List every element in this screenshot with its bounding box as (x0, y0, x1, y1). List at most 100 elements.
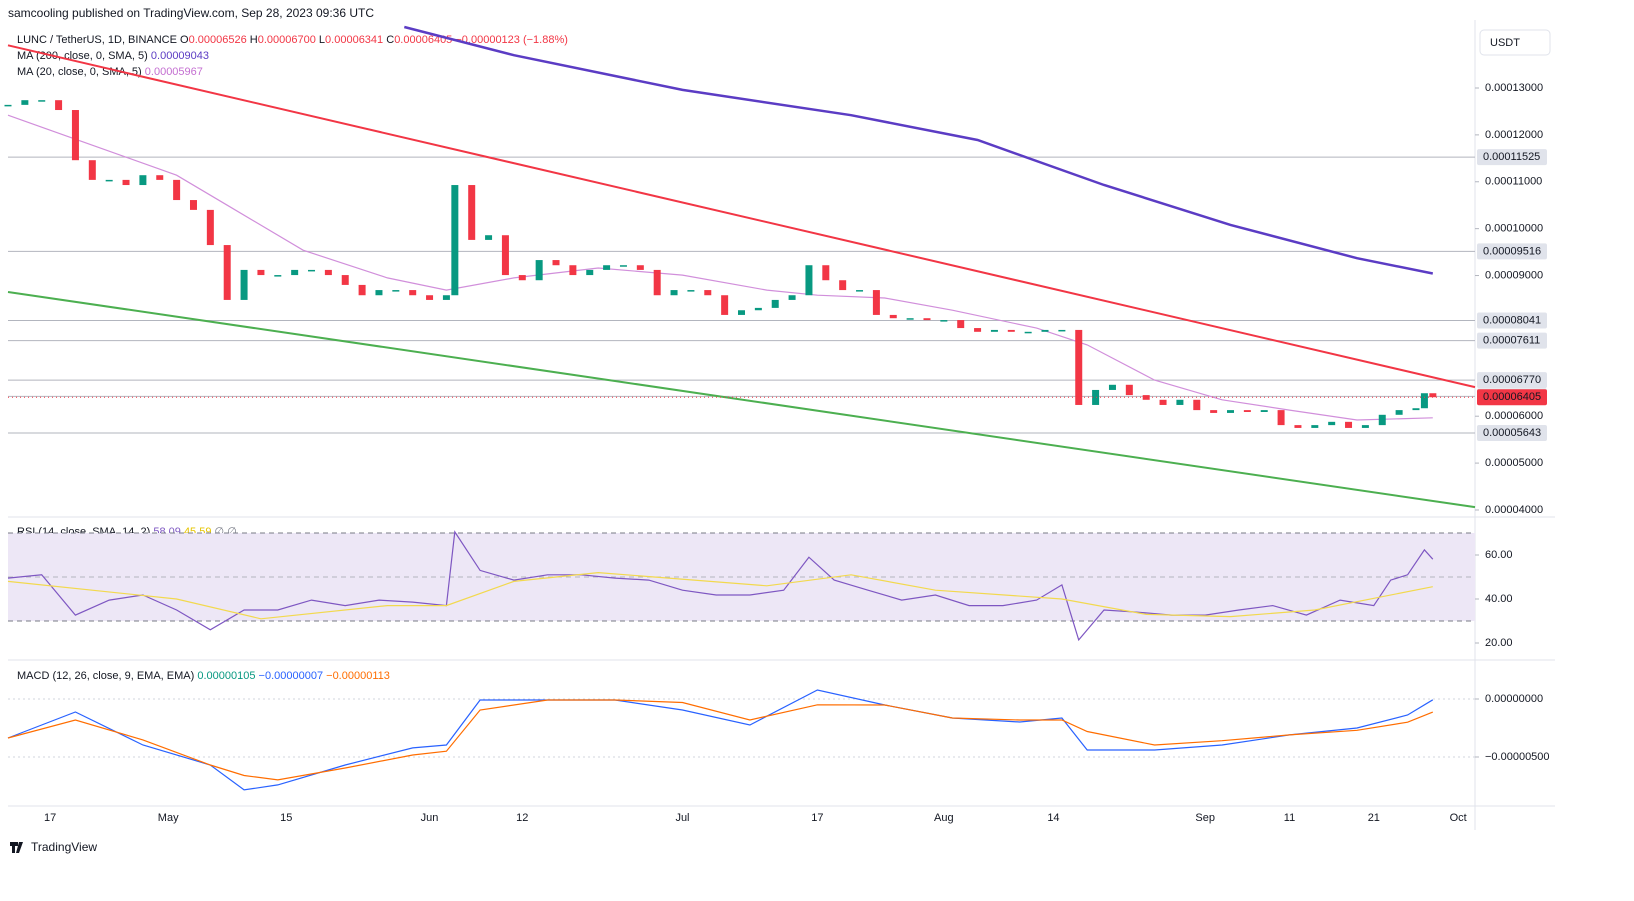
symbol: LUNC / TetherUS, 1D, BINANCE (17, 34, 177, 46)
candle (1227, 410, 1234, 413)
ohlc-label: H (250, 34, 258, 46)
candle (1260, 410, 1268, 412)
candle (788, 295, 796, 300)
candle (1243, 410, 1251, 412)
ohlc-value: 0.00006405 (394, 34, 452, 46)
candle (240, 269, 248, 300)
candle (822, 265, 830, 281)
y-tick-label: 0.00006000 (1485, 410, 1543, 422)
legend: LUNC / TetherUS, 1D, BINANCE O0.00006526… (17, 34, 568, 46)
candle (1024, 331, 1032, 334)
candle (485, 235, 493, 240)
candle (55, 100, 63, 111)
x-tick-label: 12 (516, 812, 528, 824)
candle (1412, 408, 1420, 411)
level-tag (1477, 332, 1547, 349)
candle (1176, 399, 1184, 405)
candle (940, 320, 948, 322)
y-tick-label: 0.00011000 (1485, 176, 1542, 188)
candle (1193, 399, 1201, 411)
candle (552, 260, 560, 266)
currency[interactable]: USDT (1490, 37, 1520, 49)
candle (324, 269, 332, 276)
change: −0.00000123 (−1.88%) (455, 34, 568, 46)
candle (619, 265, 627, 267)
legend: MA (20, close, 0, SMA, 5) 0.00005967 (17, 66, 203, 78)
candle (738, 310, 745, 315)
y-tick-label: 0.00012000 (1485, 129, 1543, 141)
series-line (7, 571, 1433, 620)
candle (1311, 425, 1319, 428)
candle (805, 265, 813, 296)
candle (1345, 421, 1353, 428)
candle (636, 265, 644, 270)
candle (189, 200, 197, 210)
level-label: 0.00009516 (1483, 245, 1541, 257)
candle (105, 179, 113, 182)
ohlc-value: 0.00006700 (258, 34, 316, 46)
level-tag (1477, 149, 1547, 166)
candle (1007, 329, 1015, 332)
level-label: 0.00006770 (1483, 374, 1541, 386)
x-tick-label: Jun (421, 812, 439, 824)
candle (839, 280, 847, 291)
indicator-value: 0.00000105 (197, 670, 255, 682)
candle (889, 314, 897, 319)
last-price-tag (1477, 389, 1547, 406)
candle (603, 265, 611, 270)
candle (442, 295, 450, 300)
indicator-name: MACD (12, 26, close, 9, EMA, EMA) (17, 670, 194, 682)
candle (687, 290, 695, 292)
x-tick-label: 14 (1047, 812, 1059, 824)
indicator-value: −0.00000113 (326, 670, 390, 682)
candle (426, 295, 434, 300)
candle (257, 269, 265, 276)
candle (856, 290, 864, 292)
candle (721, 295, 729, 315)
x-tick-label: Aug (934, 812, 954, 824)
level-tag (1477, 312, 1547, 329)
series-line (7, 689, 1434, 791)
candle (156, 175, 164, 180)
y-tick-label: 60.00 (1485, 549, 1513, 561)
y-tick-label: 0.00010000 (1485, 223, 1543, 235)
candle (754, 307, 762, 311)
candle (704, 290, 712, 296)
candle (1041, 329, 1049, 332)
candle (1328, 421, 1336, 426)
candle (923, 318, 931, 321)
x-tick-label: Sep (1195, 812, 1215, 824)
candle (1210, 410, 1218, 413)
candle (990, 329, 998, 332)
legend: MACD (12, 26, close, 9, EMA, EMA) 0.0000… (17, 670, 390, 682)
candle (586, 269, 594, 276)
x-tick-label: 15 (280, 812, 292, 824)
candle (569, 265, 577, 276)
series-line (7, 114, 1433, 421)
candle (206, 209, 214, 246)
candle (38, 100, 46, 102)
y-tick-label: 0.00000000 (1485, 693, 1543, 705)
candle (451, 185, 459, 296)
candle (535, 260, 543, 281)
trend-line (7, 44, 1476, 389)
currency-button[interactable] (1479, 29, 1551, 56)
candle (1092, 389, 1100, 405)
ohlc-value: 0.00006341 (325, 34, 383, 46)
x-tick-label: Oct (1450, 812, 1467, 824)
candle (308, 269, 316, 272)
last-price-label: 0.00006405 (1483, 391, 1541, 403)
candle (957, 320, 965, 329)
y-tick-label: 20.00 (1485, 637, 1513, 649)
indicator-value: 0.00005967 (145, 66, 203, 78)
candle (501, 235, 509, 276)
level-label: 0.00011525 (1483, 151, 1540, 163)
candle (518, 275, 526, 281)
ohlc-label: O (180, 34, 189, 46)
candle (139, 175, 147, 186)
candle (1277, 410, 1285, 426)
candle (1395, 410, 1403, 415)
indicator-name: MA (200, close, 0, SMA, 5) (17, 50, 148, 62)
